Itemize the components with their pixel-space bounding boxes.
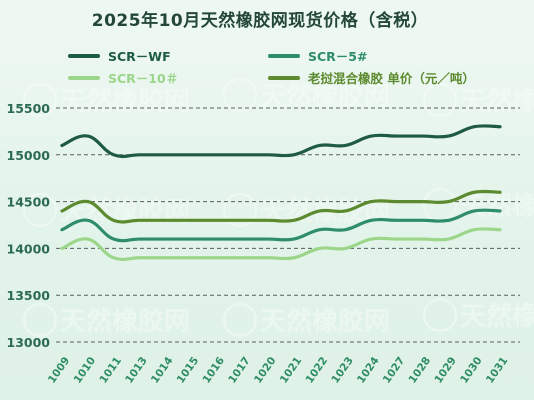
y-tick-label: 13000 xyxy=(7,335,51,350)
legend-label: SCR－5# xyxy=(308,49,367,64)
x-tick-label: 1014 xyxy=(149,355,176,386)
legend: SCR－WF SCR－5# SCR－10＃ 老挝混合橡胶 单价（元／吨） xyxy=(68,49,475,86)
y-tick-label: 15000 xyxy=(7,148,51,163)
y-tick-label: 14000 xyxy=(7,241,51,256)
watermark-logo xyxy=(23,83,57,117)
y-tick-label: 14500 xyxy=(7,195,51,210)
y-axis: 13000 13500 14000 14500 15000 15500 xyxy=(7,101,51,350)
legend-label: SCR－WF xyxy=(108,49,171,64)
x-tick-label: 1023 xyxy=(329,355,356,386)
chart-title: 2025年10月天然橡胶网现货价格（含税） xyxy=(92,10,428,31)
watermark-text: 天然橡胶网 xyxy=(60,306,190,337)
x-tick-label: 1015 xyxy=(175,355,202,386)
watermark-text: 天然橡胶网 xyxy=(460,191,534,222)
x-tick-label: 1021 xyxy=(278,355,305,386)
legend-label: SCR－10＃ xyxy=(108,71,178,86)
x-tick-label: 1016 xyxy=(200,355,227,386)
watermark-text: 天然橡胶网 xyxy=(460,86,534,117)
watermark-text: 天然橡胶网 xyxy=(460,301,534,332)
watermark-logo xyxy=(423,83,457,117)
x-tick-label: 1028 xyxy=(407,355,434,386)
y-tick-label: 15500 xyxy=(7,101,51,116)
y-tick-label: 13500 xyxy=(7,288,51,303)
x-tick-label: 1017 xyxy=(226,355,253,386)
watermark-logo xyxy=(223,78,257,112)
watermark-logo xyxy=(23,303,57,337)
x-tick-label: 1024 xyxy=(355,355,382,386)
x-tick-label: 1027 xyxy=(381,355,408,386)
legend-label: 老挝混合橡胶 单价（元／吨） xyxy=(307,71,475,86)
x-tick-label: 1009 xyxy=(46,355,73,386)
x-tick-label: 1020 xyxy=(252,355,279,386)
series-line-1 xyxy=(60,124,502,159)
series-line-3 xyxy=(60,227,502,262)
x-tick-label: 1022 xyxy=(304,355,331,386)
x-tick-label: 1011 xyxy=(97,355,124,386)
x-tick-label: 1030 xyxy=(458,355,485,386)
plot-area xyxy=(60,124,502,262)
watermark-text: 天然橡胶网 xyxy=(260,306,390,337)
x-tick-label: 1013 xyxy=(123,355,150,386)
x-tick-label: 1031 xyxy=(484,355,511,386)
watermark-logo xyxy=(23,193,57,227)
x-tick-label: 1010 xyxy=(72,355,99,386)
x-tick-label: 1029 xyxy=(432,355,459,386)
series-line-4 xyxy=(60,189,502,224)
x-axis: 1009 1010 1011 1013 1014 1015 1016 1017 1020 1021… xyxy=(46,355,511,386)
watermark-logo xyxy=(223,193,257,227)
watermark-logo xyxy=(423,188,457,222)
watermark-text: 天然橡胶网 xyxy=(60,86,190,117)
watermark-logo xyxy=(223,303,257,337)
series-line-2 xyxy=(60,208,502,243)
watermark-text: 天然橡胶网 xyxy=(260,81,390,112)
watermark-logo xyxy=(423,298,457,332)
